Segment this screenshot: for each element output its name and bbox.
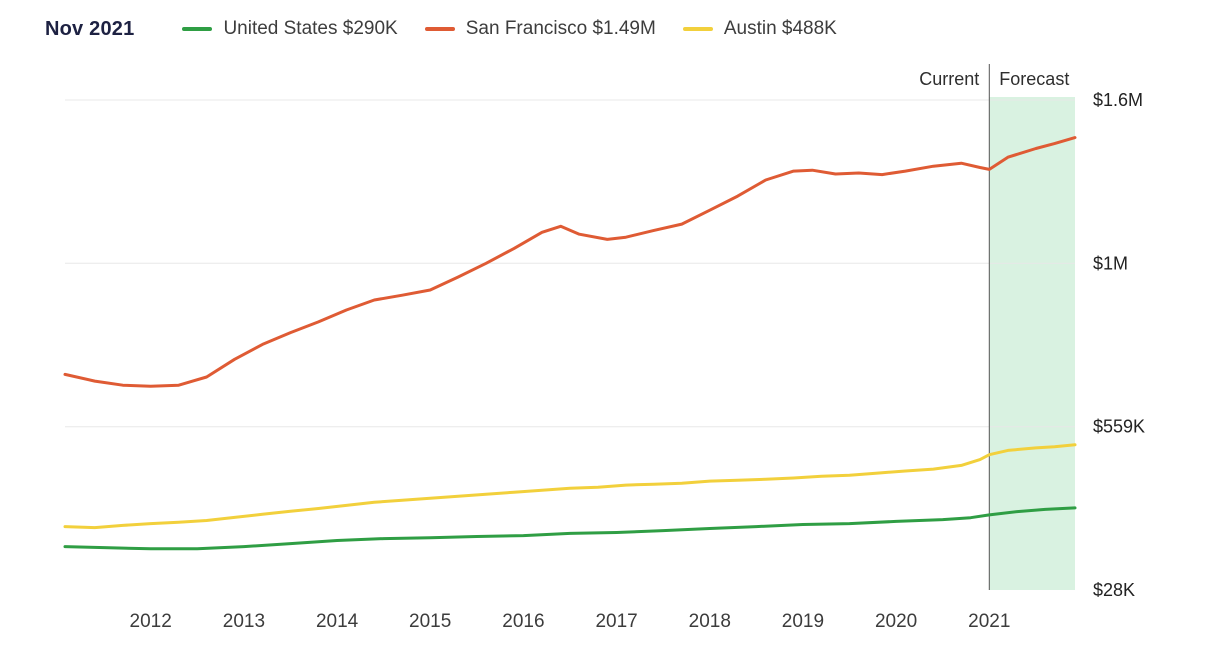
legend-line-icon — [682, 27, 713, 31]
legend-item-san-francisco[interactable]: San Francisco $1.49M — [424, 18, 656, 40]
legend-item-austin[interactable]: Austin $488K — [682, 18, 837, 40]
legend-line-icon — [424, 27, 455, 31]
x-tick-label: 2012 — [130, 611, 172, 632]
y-tick-label: $559K — [1093, 417, 1145, 437]
x-tick-label: 2014 — [316, 611, 359, 632]
forecast-region — [989, 97, 1075, 590]
current-label: Current — [919, 69, 979, 89]
series-line-united-states — [63, 506, 1077, 551]
legend-label: United States $290K — [223, 18, 398, 39]
y-tick-label: $1M — [1093, 253, 1128, 273]
x-tick-label: 2019 — [782, 611, 824, 632]
x-tick-label: 2016 — [502, 611, 544, 632]
x-tick-label: 2018 — [689, 611, 731, 632]
forecast-label: Forecast — [999, 69, 1069, 89]
chart-header: Nov 2021 United States $290K San Francis… — [45, 13, 864, 45]
series-line-austin — [63, 443, 1077, 530]
x-tick-label: 2021 — [968, 611, 1010, 632]
chart-legend: United States $290K San Francisco $1.49M… — [182, 18, 863, 40]
selected-date-label: Nov 2021 — [45, 17, 135, 40]
x-tick-label: 2017 — [595, 611, 637, 632]
x-tick-label: 2013 — [223, 611, 265, 632]
y-tick-label: $28K — [1093, 580, 1135, 600]
x-tick-label: 2020 — [875, 611, 917, 632]
legend-item-united-states[interactable]: United States $290K — [182, 18, 398, 40]
series-line-san-francisco — [63, 136, 1077, 388]
x-tick-label: 2015 — [409, 611, 451, 632]
legend-label: Austin $488K — [723, 18, 837, 39]
y-tick-label: $1.6M — [1093, 90, 1143, 110]
legend-line-icon — [182, 27, 213, 31]
legend-label: San Francisco $1.49M — [465, 18, 656, 39]
